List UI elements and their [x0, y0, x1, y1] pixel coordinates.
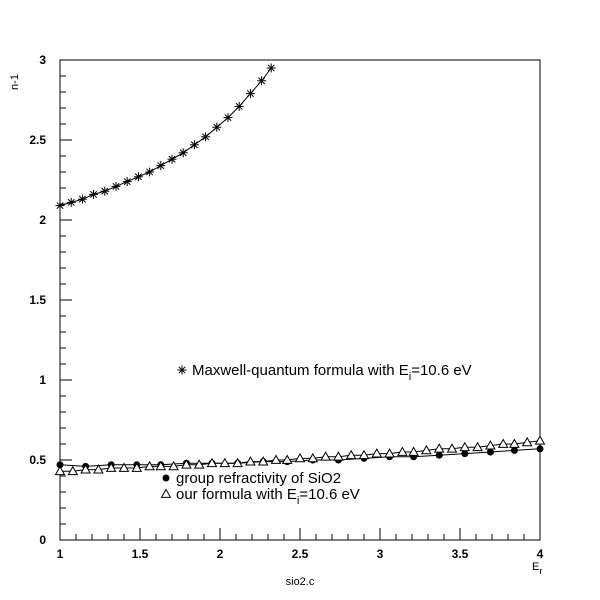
data-point-series-1 [257, 76, 267, 86]
legend-entry-our-formula: our formula with Ei=10.6 eV [176, 486, 360, 507]
data-points [54, 63, 546, 476]
data-point-series-1 [234, 101, 244, 111]
data-point-series-3 [257, 456, 269, 466]
data-point-series-3 [333, 451, 344, 461]
x-tick-label: 4 [537, 547, 544, 561]
data-point-series-3 [421, 444, 432, 455]
data-point-series-3 [131, 462, 143, 472]
data-point-series-1 [201, 132, 211, 142]
data-point-series-3 [358, 449, 370, 460]
data-point-series-3 [371, 448, 383, 458]
data-point-series-3 [245, 456, 256, 466]
data-point-series-3 [397, 446, 408, 456]
data-point-series-1 [245, 89, 255, 99]
data-point-series-1 [89, 189, 99, 199]
data-point-series-3 [281, 454, 293, 464]
data-point-series-1 [66, 197, 76, 207]
x-tick-label: 3 [377, 547, 384, 561]
data-point-series-2 [536, 445, 544, 453]
legend-marker-filled-circle [162, 474, 170, 482]
data-point-series-1 [212, 122, 222, 132]
data-point-series-3 [509, 438, 520, 448]
data-point-series-2 [461, 450, 469, 458]
y-tick-label: 1.5 [29, 293, 46, 307]
data-point-series-3 [93, 464, 104, 474]
data-point-series-1 [223, 113, 233, 123]
data-point-series-3 [67, 465, 79, 476]
data-point-series-1 [178, 148, 188, 158]
legend-entry-maxwell: Maxwell-quantum formula with Ei=10.6 eV [192, 362, 472, 383]
data-point-series-3 [105, 462, 117, 472]
data-point-series-2 [435, 451, 443, 459]
y-tick-label: 0.5 [29, 453, 46, 467]
data-point-series-3 [307, 452, 319, 463]
data-point-series-2 [510, 446, 518, 454]
data-point-series-3 [408, 446, 419, 456]
data-point-series-2 [486, 448, 494, 456]
data-point-series-1 [100, 186, 110, 196]
data-point-series-3 [294, 452, 306, 463]
data-point-series-3 [459, 441, 471, 452]
data-point-series-1 [133, 172, 143, 182]
data-point-series-3 [206, 457, 218, 468]
data-point-series-1 [189, 140, 199, 150]
x-tick-label: 2 [217, 547, 224, 561]
data-point-series-1 [111, 181, 121, 191]
data-point-series-1 [55, 201, 65, 211]
data-point-series-1 [122, 177, 132, 187]
legend: Maxwell-quantum formula with Ei=10.6 eV … [160, 362, 472, 507]
x-tick-label: 2.5 [292, 547, 309, 561]
legend-marker-open-triangle [160, 488, 172, 498]
data-point-series-2 [56, 461, 64, 469]
data-point-series-3 [168, 460, 179, 471]
data-point-series-3 [219, 457, 231, 468]
legend-marker-asterisk [177, 365, 187, 375]
data-point-series-3 [181, 459, 192, 469]
data-point-series-3 [270, 454, 282, 464]
y-tick-label: 1 [39, 373, 46, 387]
x-tick-label: 3.5 [452, 547, 469, 561]
y-tick-label: 2 [39, 213, 46, 227]
data-point-series-3 [54, 465, 66, 476]
y-tick-label: 3 [39, 53, 46, 67]
data-point-series-3 [232, 457, 243, 468]
svg-text:Er: Er [532, 561, 542, 576]
data-point-series-3 [320, 451, 331, 461]
y-tick-label: 0 [39, 533, 46, 547]
data-point-series-3 [521, 436, 533, 447]
data-point-series-3 [497, 438, 509, 448]
data-point-series-3 [144, 460, 155, 471]
data-point-series-3 [485, 440, 496, 450]
data-point-series-3 [384, 448, 395, 458]
axis-ticks: 1 1.5 2 2.5 3 3.5 4 0 0.5 1 1.5 2 2.5 3 [29, 53, 543, 561]
data-point-series-1 [77, 194, 87, 204]
data-point-series-3 [534, 435, 546, 445]
data-point-series-1 [167, 154, 177, 164]
data-point-series-3 [433, 443, 445, 453]
x-tick-label: 1 [57, 547, 64, 561]
data-point-series-1 [266, 63, 276, 73]
footer-label: sio2.c [286, 576, 315, 588]
y-axis-title: n-1 [9, 74, 21, 90]
data-point-series-3 [446, 443, 458, 453]
data-point-series-3 [118, 462, 130, 472]
legend-entry-group-refractivity: group refractivity of SiO2 [176, 470, 341, 487]
data-point-series-3 [472, 441, 483, 452]
data-point-series-3 [80, 464, 91, 474]
data-point-series-1 [156, 161, 166, 171]
x-axis-title: Er [532, 561, 542, 576]
data-point-series-3 [193, 459, 205, 469]
data-point-series-1 [145, 167, 155, 177]
y-tick-label: 2.5 [29, 133, 46, 147]
data-point-series-3 [155, 460, 167, 471]
x-tick-label: 1.5 [132, 547, 149, 561]
data-point-series-3 [345, 449, 357, 460]
